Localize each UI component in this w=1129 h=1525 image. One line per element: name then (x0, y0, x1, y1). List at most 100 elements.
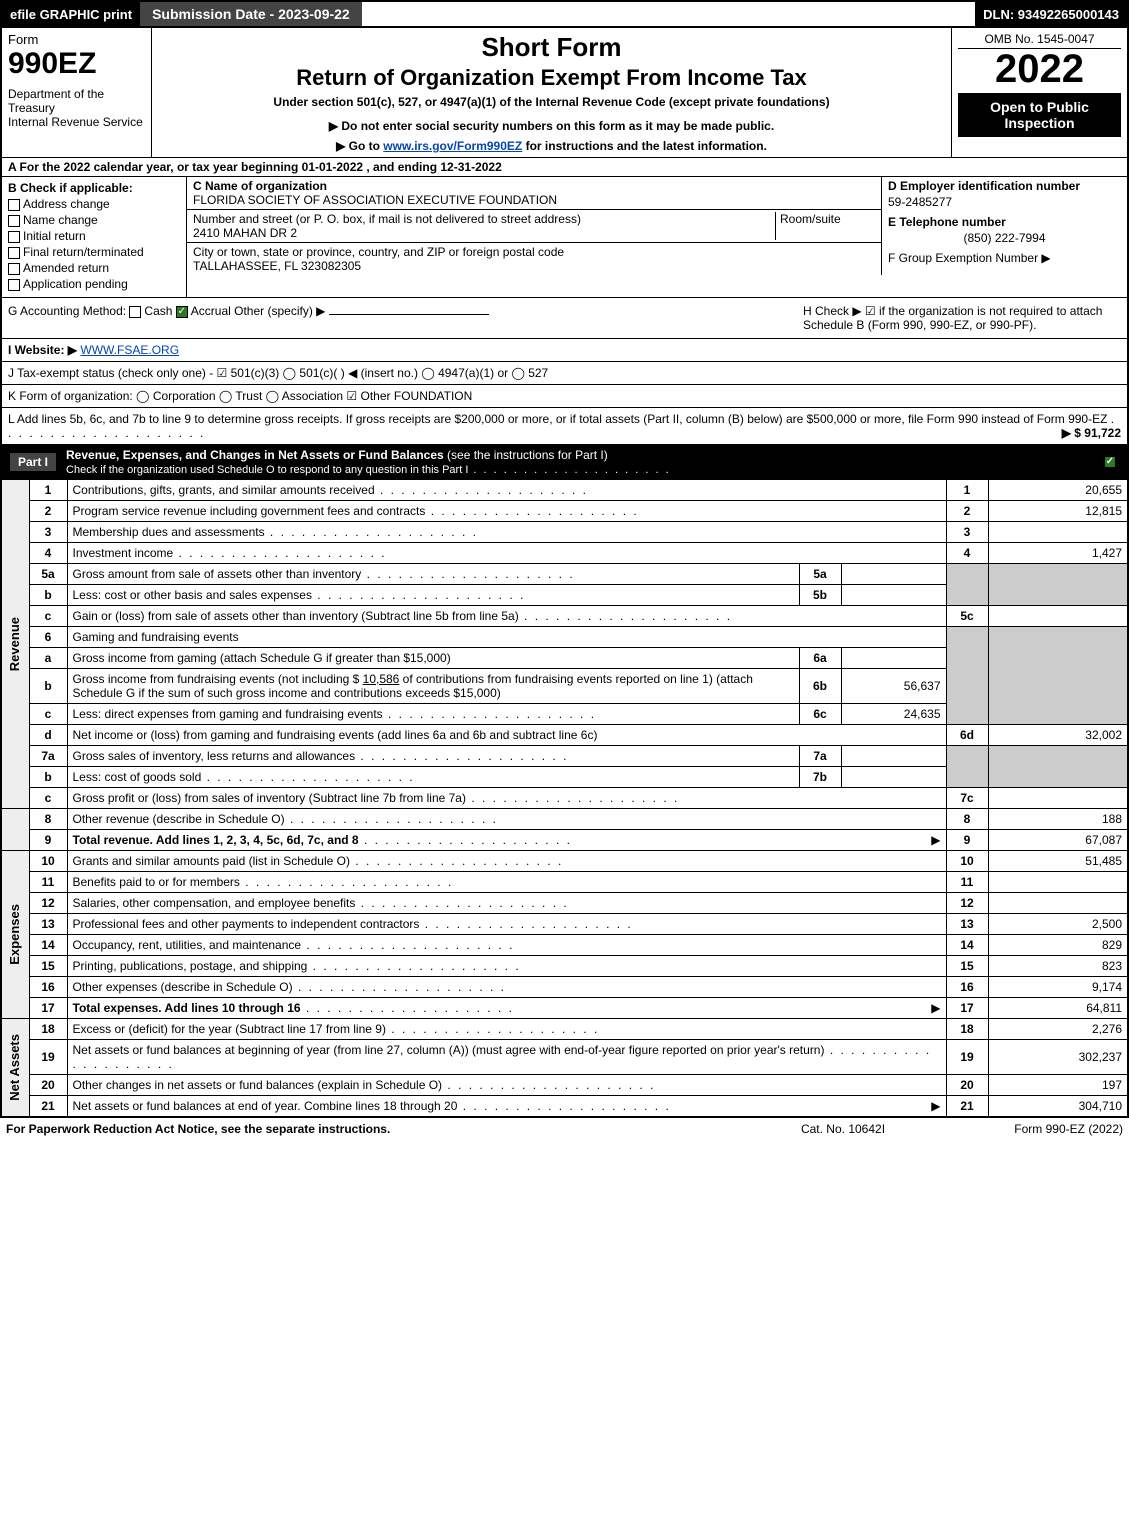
line-9-desc: Total revenue. Add lines 1, 2, 3, 4, 5c,… (73, 833, 359, 847)
g-other: Other (specify) ▶ (234, 304, 325, 318)
subtitle-1: Under section 501(c), 527, or 4947(a)(1)… (160, 95, 943, 109)
line-3-desc: Membership dues and assessments (73, 525, 265, 539)
part1-check[interactable]: ✓ (1104, 456, 1116, 468)
line-20-value: 197 (988, 1075, 1128, 1096)
line-2-desc: Program service revenue including govern… (73, 504, 426, 518)
section-i: I Website: ▶ WWW.FSAE.ORG (0, 339, 1129, 362)
l-text: L Add lines 5b, 6c, and 7b to line 9 to … (8, 412, 1107, 426)
line-21-desc: Net assets or fund balances at end of ye… (73, 1099, 458, 1113)
line-10-value: 51,485 (988, 851, 1128, 872)
open-to-public: Open to Public Inspection (958, 93, 1121, 137)
line-7b-value (841, 767, 946, 788)
form-ref: Form 990-EZ (2022) (943, 1122, 1123, 1136)
c-name-lbl: C Name of organization (193, 179, 327, 193)
line-15-value: 823 (988, 956, 1128, 977)
section-c: C Name of organization FLORIDA SOCIETY O… (187, 177, 882, 275)
form-id-block: Form 990EZ Department of the Treasury In… (2, 28, 152, 157)
sub3-pre: ▶ Go to (336, 139, 383, 153)
submission-date: Submission Date - 2023-09-22 (140, 2, 362, 26)
form-meta-block: OMB No. 1545-0047 2022 Open to Public In… (952, 28, 1127, 157)
l-value: ▶ $ 91,722 (1062, 426, 1121, 440)
form-word: Form (8, 32, 145, 47)
section-k: K Form of organization: ◯ Corporation ◯ … (0, 385, 1129, 408)
arrow-icon: ▶ (931, 833, 940, 847)
line-8-desc: Other revenue (describe in Schedule O) (73, 812, 285, 826)
line-20-desc: Other changes in net assets or fund bala… (73, 1078, 443, 1092)
chk-address-change[interactable]: Address change (8, 197, 180, 211)
line-11-value (988, 872, 1128, 893)
section-b: B Check if applicable: Address change Na… (2, 177, 187, 297)
form-title-block: Short Form Return of Organization Exempt… (152, 28, 952, 157)
line-1-desc: Contributions, gifts, grants, and simila… (73, 483, 375, 497)
website-link[interactable]: WWW.FSAE.ORG (80, 343, 179, 357)
line-6d-value: 32,002 (988, 725, 1128, 746)
line-21-value: 304,710 (988, 1096, 1128, 1117)
line-7a-value (841, 746, 946, 767)
line-16-value: 9,174 (988, 977, 1128, 998)
line-6b-value: 56,637 (841, 669, 946, 704)
other-specify-line[interactable] (329, 314, 489, 315)
line-10-desc: Grants and similar amounts paid (list in… (73, 854, 350, 868)
g-lbl: G Accounting Method: (8, 304, 126, 318)
line-8-value: 188 (988, 809, 1128, 830)
section-j: J Tax-exempt status (check only one) - ☑… (0, 362, 1129, 385)
dept-label: Department of the Treasury Internal Reve… (8, 87, 145, 129)
line-5b-desc: Less: cost or other basis and sales expe… (73, 588, 312, 602)
section-def: D Employer identification number 59-2485… (882, 177, 1127, 275)
org-name: FLORIDA SOCIETY OF ASSOCIATION EXECUTIVE… (193, 193, 557, 207)
section-h: H Check ▶ ☑ if the organization is not r… (797, 298, 1127, 338)
arrow-icon: ▶ (931, 1099, 940, 1113)
line-18-value: 2,276 (988, 1019, 1128, 1040)
line-17-value: 64,811 (988, 998, 1128, 1019)
part1-tag: Part I (10, 453, 56, 471)
chk-accrual[interactable]: ✓Accrual (176, 304, 231, 318)
chk-amended-return[interactable]: Amended return (8, 261, 180, 275)
line-11-desc: Benefits paid to or for members (73, 875, 240, 889)
line-6c-value: 24,635 (841, 704, 946, 725)
line-7b-desc: Less: cost of goods sold (73, 770, 202, 784)
line-17-desc: Total expenses. Add lines 10 through 16 (73, 1001, 301, 1015)
line-6d-desc: Net income or (loss) from gaming and fun… (73, 728, 598, 742)
section-l: L Add lines 5b, 6c, and 7b to line 9 to … (0, 408, 1129, 445)
efile-label[interactable]: efile GRAPHIC print (2, 2, 140, 26)
part1-title: Revenue, Expenses, and Changes in Net As… (66, 448, 444, 462)
room-lbl: Room/suite (780, 212, 841, 226)
tel-lbl: E Telephone number (888, 215, 1121, 229)
section-g: G Accounting Method: Cash ✓Accrual Other… (2, 298, 797, 338)
c-city-lbl: City or town, state or province, country… (193, 245, 564, 259)
org-city: TALLAHASSEE, FL 323082305 (193, 259, 361, 273)
ein-value: 59-2485277 (888, 195, 1121, 209)
line-5a-desc: Gross amount from sale of assets other t… (73, 567, 362, 581)
line-15-desc: Printing, publications, postage, and shi… (73, 959, 308, 973)
line-18-desc: Excess or (deficit) for the year (Subtra… (73, 1022, 386, 1036)
chk-cash[interactable]: Cash (129, 304, 172, 318)
line-2-value: 12,815 (988, 501, 1128, 522)
arrow-icon: ▶ (931, 1001, 940, 1015)
subtitle-2: ▶ Do not enter social security numbers o… (160, 119, 943, 133)
b-title: B Check if applicable: (8, 181, 180, 195)
form-number: 990EZ (8, 47, 145, 81)
form-header: Form 990EZ Department of the Treasury In… (0, 28, 1129, 157)
irs-link[interactable]: www.irs.gov/Form990EZ (383, 139, 522, 153)
sub3-post: for instructions and the latest informat… (522, 139, 767, 153)
chk-initial-return[interactable]: Initial return (8, 229, 180, 243)
chk-final-return[interactable]: Final return/terminated (8, 245, 180, 259)
line-3-value (988, 522, 1128, 543)
chk-name-change[interactable]: Name change (8, 213, 180, 227)
chk-application-pending[interactable]: Application pending (8, 277, 180, 291)
line-13-value: 2,500 (988, 914, 1128, 935)
top-bar: efile GRAPHIC print Submission Date - 20… (0, 0, 1129, 28)
line-9-value: 67,087 (988, 830, 1128, 851)
c-street-lbl: Number and street (or P. O. box, if mail… (193, 212, 581, 226)
line-13-desc: Professional fees and other payments to … (73, 917, 420, 931)
part1-sub: Check if the organization used Schedule … (66, 464, 468, 476)
tel-value: (850) 222-7994 (888, 231, 1121, 245)
part1-table: Revenue 1 Contributions, gifts, grants, … (0, 479, 1129, 1117)
line-6-desc: Gaming and fundraising events (67, 627, 946, 648)
revenue-side-label: Revenue (7, 617, 22, 671)
line-6a-value (841, 648, 946, 669)
line-19-value: 302,237 (988, 1040, 1128, 1075)
line-5a-value (841, 564, 946, 585)
paperwork-notice: For Paperwork Reduction Act Notice, see … (6, 1122, 743, 1136)
line-6c-desc: Less: direct expenses from gaming and fu… (73, 707, 383, 721)
